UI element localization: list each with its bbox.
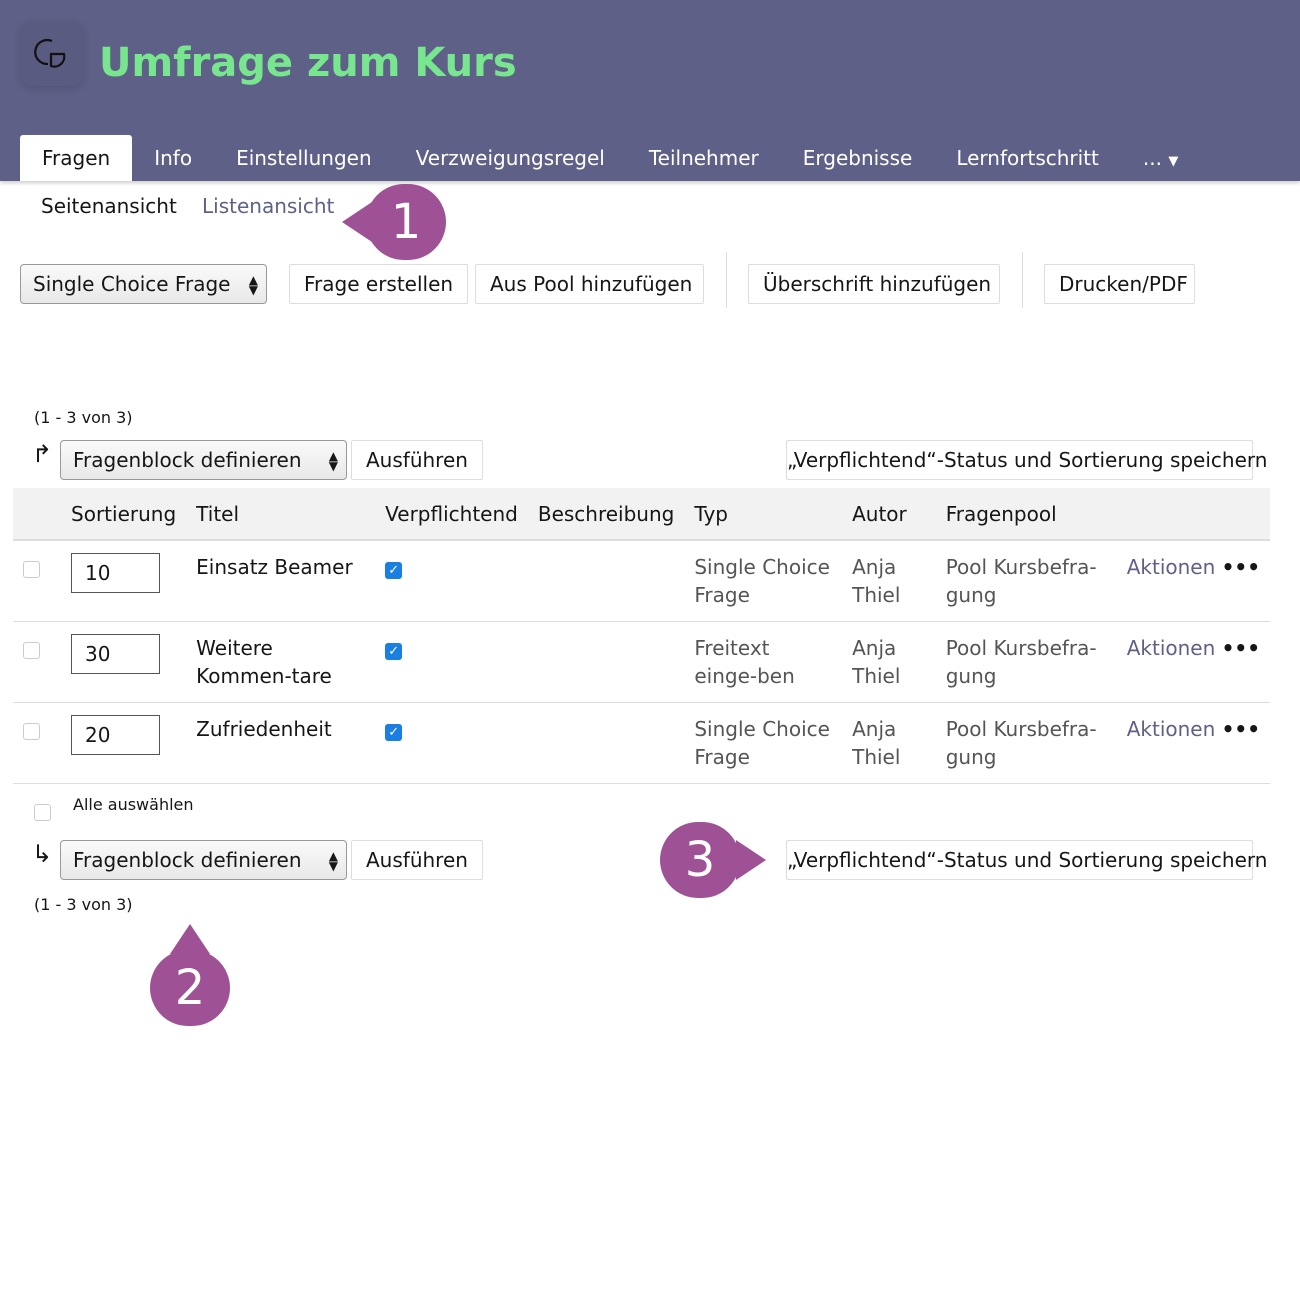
- marker-pointer: [170, 924, 210, 954]
- updown-icon: ▲ ▼: [328, 449, 338, 473]
- callout-marker-3: 3: [660, 822, 766, 898]
- more-label: ...: [1142, 146, 1162, 170]
- actions-label: Aktionen: [1126, 717, 1216, 741]
- pager-top: (1 - 3 von 3): [34, 408, 133, 427]
- divider: [726, 252, 727, 308]
- execute-button-bottom[interactable]: Ausführen: [351, 840, 483, 880]
- more-dots-icon: •••: [1221, 717, 1260, 741]
- actions-menu[interactable]: Aktionen •••: [1127, 636, 1260, 660]
- sort-input[interactable]: 30: [71, 634, 161, 674]
- required-checkbox[interactable]: ✓: [385, 643, 403, 660]
- select-all-label[interactable]: Alle auswählen: [73, 795, 194, 814]
- tab-fragen[interactable]: Fragen: [20, 135, 133, 181]
- subtab-seitenansicht[interactable]: Seitenansicht: [41, 194, 177, 218]
- bulk-action-value: Fragenblock definieren: [73, 848, 302, 872]
- table-row: 30 Weitere Kommen-tare ✓ Freitext einge-…: [13, 621, 1270, 703]
- tab-more[interactable]: ... ▼: [1121, 135, 1200, 181]
- page-title: Umfrage zum Kurs: [99, 40, 517, 86]
- row-checkbox[interactable]: [23, 642, 40, 659]
- tab-bar: Fragen Info Einstellungen Verzweigungsre…: [20, 135, 1200, 181]
- execute-button-top[interactable]: Ausführen: [351, 440, 483, 480]
- required-checkbox[interactable]: ✓: [385, 724, 403, 741]
- author: Anja Thiel: [842, 621, 936, 703]
- col-autor[interactable]: Autor: [842, 488, 936, 541]
- table-row: 10 Einsatz Beamer ✓ Single Choice Frage …: [13, 540, 1270, 622]
- actions-label: Aktionen: [1126, 555, 1216, 579]
- print-pdf-button[interactable]: Drucken/PDF: [1044, 264, 1195, 304]
- question-type: Freitext einge-ben: [684, 621, 843, 703]
- actions-label: Aktionen: [1126, 636, 1216, 660]
- marker-number: 2: [174, 960, 206, 1016]
- question-title: Weitere Kommen-tare: [186, 621, 376, 703]
- pool: Pool Kursbefra-gung: [935, 540, 1117, 622]
- col-verpflichtend[interactable]: Verpflichtend: [375, 488, 528, 541]
- save-status-button-bottom[interactable]: „Verpflichtend“-Status und Sortierung sp…: [786, 840, 1267, 880]
- pool: Pool Kursbefra-gung: [935, 621, 1117, 703]
- question-type-select[interactable]: Single Choice Frage ▲ ▼: [20, 264, 267, 304]
- header: Umfrage zum Kurs Fragen Info Einstellung…: [0, 0, 1300, 181]
- table-row: 20 Zufriedenheit ✓ Single Choice Frage A…: [13, 702, 1270, 784]
- author: Anja Thiel: [842, 702, 936, 784]
- arrow-right-down-icon: ↳: [32, 840, 53, 868]
- row-checkbox[interactable]: [23, 723, 40, 740]
- tab-verzweigungsregel[interactable]: Verzweigungsregel: [415, 146, 605, 170]
- marker-pointer: [736, 840, 766, 880]
- question-title: Zufriedenheit: [186, 702, 376, 784]
- create-question-button[interactable]: Frage erstellen: [289, 264, 469, 304]
- save-status-button-top[interactable]: „Verpflichtend“-Status und Sortierung sp…: [786, 440, 1267, 480]
- row-checkbox[interactable]: [23, 561, 40, 578]
- col-titel[interactable]: Titel: [186, 488, 376, 541]
- updown-icon: ▲ ▼: [248, 273, 258, 297]
- marker-number: 1: [390, 194, 422, 250]
- sort-input[interactable]: 20: [71, 715, 161, 755]
- col-beschreibung[interactable]: Beschreibung: [527, 488, 685, 541]
- tab-einstellungen[interactable]: Einstellungen: [236, 146, 372, 170]
- more-dots-icon: •••: [1221, 555, 1260, 579]
- col-fragenpool[interactable]: Fragenpool: [935, 488, 1117, 541]
- description: [527, 540, 685, 622]
- caret-down-icon: ▼: [1168, 154, 1179, 169]
- updown-icon: ▲ ▼: [328, 849, 338, 873]
- arrow-right-up-icon: ↱: [32, 440, 53, 468]
- marker-pointer: [342, 202, 372, 242]
- tab-info[interactable]: Info: [154, 146, 193, 170]
- tab-lernfortschritt[interactable]: Lernfortschritt: [956, 146, 1099, 170]
- add-heading-button[interactable]: Überschrift hinzufügen: [748, 264, 1000, 304]
- survey-icon: [20, 22, 84, 86]
- description: [527, 702, 685, 784]
- subtab-listenansicht[interactable]: Listenansicht: [202, 194, 335, 218]
- sort-input[interactable]: 10: [71, 553, 161, 593]
- more-dots-icon: •••: [1221, 636, 1260, 660]
- pool: Pool Kursbefra-gung: [935, 702, 1117, 784]
- tab-teilnehmer[interactable]: Teilnehmer: [648, 146, 759, 170]
- pager-bottom: (1 - 3 von 3): [34, 895, 133, 914]
- description: [527, 621, 685, 703]
- actions-menu[interactable]: Aktionen •••: [1127, 555, 1260, 579]
- add-from-pool-button[interactable]: Aus Pool hinzufügen: [475, 264, 704, 304]
- col-typ[interactable]: Typ: [684, 488, 843, 541]
- select-all-checkbox[interactable]: [34, 804, 51, 821]
- bulk-action-select-bottom[interactable]: Fragenblock definieren ▲ ▼: [60, 840, 347, 880]
- author: Anja Thiel: [842, 540, 936, 622]
- bulk-action-value: Fragenblock definieren: [73, 448, 302, 472]
- question-title: Einsatz Beamer: [186, 540, 376, 622]
- questions-table: Sortierung Titel Verpflichtend Beschreib…: [13, 488, 1270, 784]
- tab-ergebnisse[interactable]: Ergebnisse: [802, 146, 913, 170]
- bulk-action-select-top[interactable]: Fragenblock definieren ▲ ▼: [60, 440, 347, 480]
- callout-marker-2: 2: [150, 924, 230, 1026]
- marker-number: 3: [684, 832, 716, 888]
- divider: [1022, 252, 1023, 308]
- col-sortierung[interactable]: Sortierung: [61, 488, 187, 541]
- question-type: Single Choice Frage: [684, 540, 843, 622]
- question-type: Single Choice Frage: [684, 702, 843, 784]
- question-type-value: Single Choice Frage: [33, 272, 231, 296]
- actions-menu[interactable]: Aktionen •••: [1127, 717, 1260, 741]
- callout-marker-1: 1: [342, 184, 446, 260]
- required-checkbox[interactable]: ✓: [385, 562, 403, 579]
